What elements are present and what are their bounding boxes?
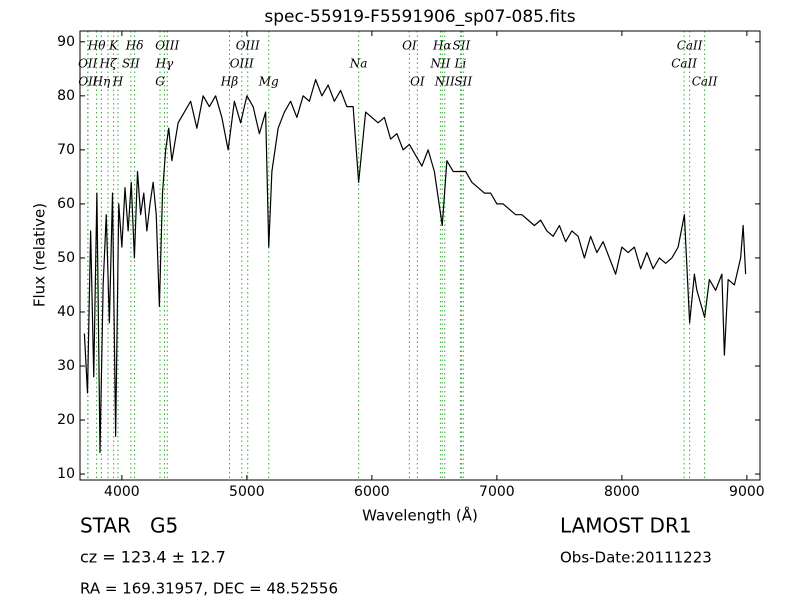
plot-frame: [79, 30, 761, 481]
spectral-line-label: Mg: [258, 75, 279, 89]
spectral-line-label: Hη: [92, 75, 111, 89]
y-tick-label: 90: [57, 34, 75, 50]
chart-title: spec-55919-F5591906_sp07-085.fits: [264, 7, 575, 27]
spectral-line-label: OI: [410, 75, 425, 89]
spectral-line-label: K: [108, 39, 119, 53]
x-axis-label: Wavelength (Å): [362, 506, 478, 525]
y-axis-label: Flux (relative): [31, 203, 49, 307]
y-tick-label: 70: [57, 142, 75, 158]
x-tick-label: 5000: [229, 484, 265, 500]
spectral-line-label: H: [112, 75, 124, 89]
y-tick-label: 80: [57, 88, 75, 104]
x-tick-label: 4000: [104, 484, 140, 500]
spectral-line-label: Hβ: [220, 75, 238, 89]
y-tick-label: 40: [57, 304, 75, 320]
obs-date: Obs-Date:20111223: [560, 549, 712, 567]
spectral-line-label: G: [155, 75, 165, 89]
y-tick-label: 10: [57, 466, 75, 482]
spectral-line-label: Li: [453, 57, 466, 71]
spectral-line-label: Na: [349, 57, 368, 71]
spectral-line-label: OIII: [230, 57, 254, 71]
spectral-line-label: OIII: [236, 39, 260, 53]
spectral-line-label: Hα: [432, 39, 452, 53]
y-tick-label: 20: [57, 412, 75, 428]
object-class: STAR G5: [80, 514, 178, 538]
y-tick-label: 60: [57, 196, 75, 212]
spectral-line-label: CaII: [692, 75, 718, 89]
spectral-line-label: SII: [122, 57, 140, 71]
spectral-line-label: Hθ: [87, 39, 106, 53]
coordinates: RA = 169.31957, DEC = 48.52556: [80, 580, 338, 598]
x-tick-label: 7000: [479, 484, 515, 500]
survey: LAMOST DR1: [560, 514, 692, 538]
spectral-line-label: OII: [78, 75, 98, 89]
spectral-line-label: CaII: [677, 39, 703, 53]
spectral-line-label: SII: [454, 75, 472, 89]
x-tick-label: 9000: [729, 484, 765, 500]
spectral-line-label: OIII: [155, 39, 179, 53]
spectral-line-label: Hγ: [155, 57, 174, 71]
y-tick-label: 30: [57, 358, 75, 374]
y-tick-label: 50: [57, 250, 75, 266]
spectral-line-label: CaII: [671, 57, 697, 71]
spectral-line-label: Hδ: [125, 39, 144, 53]
spectral-line-label: Hζ: [99, 57, 118, 71]
x-tick-label: 8000: [604, 484, 640, 500]
x-tick-label: 6000: [354, 484, 390, 500]
spectral-line-label: OI: [402, 39, 417, 53]
spectral-line-label: SII: [453, 39, 471, 53]
redshift: cz = 123.4 ± 12.7: [80, 548, 226, 567]
spectrum-line: [83, 79, 747, 454]
spectral-line-label: NII: [429, 57, 450, 71]
spectral-line-label: NII: [434, 75, 455, 89]
